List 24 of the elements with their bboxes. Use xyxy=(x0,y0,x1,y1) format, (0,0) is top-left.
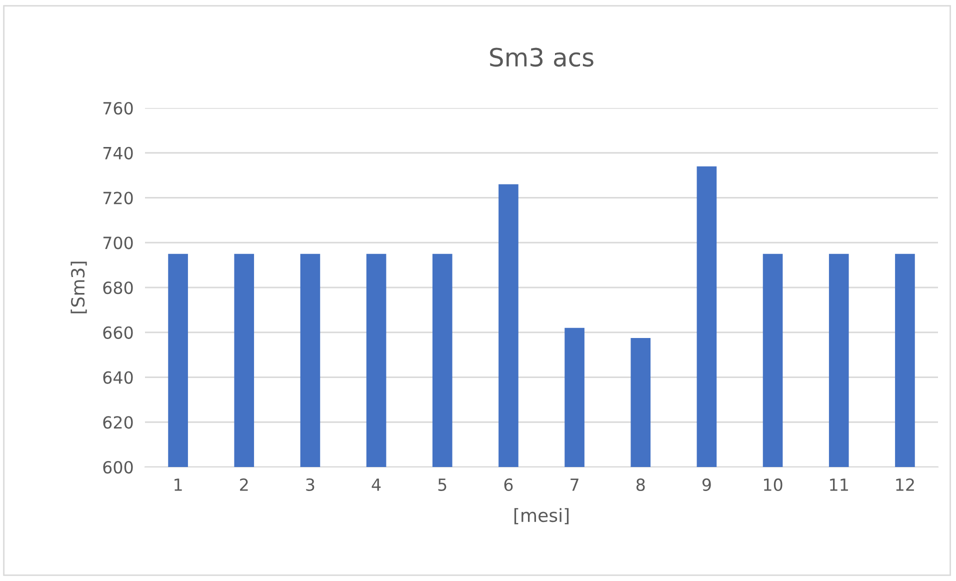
x-tick-label: 7 xyxy=(570,478,578,491)
y-axis-title: [Sm3] xyxy=(70,262,87,314)
chart-title: Sm3 acs xyxy=(490,48,594,67)
x-tick-label: 12 xyxy=(896,478,914,491)
y-tick-label: 620 xyxy=(103,416,133,429)
y-tick-label: 660 xyxy=(103,326,133,339)
x-tick-label: 8 xyxy=(636,478,645,492)
x-tick-label: 1 xyxy=(174,478,182,491)
x-tick-label: 11 xyxy=(830,478,848,491)
x-tick-label: 5 xyxy=(438,478,446,492)
x-tick-label: 3 xyxy=(306,478,314,492)
y-tick-label: 600 xyxy=(103,460,133,474)
x-tick-label: 2 xyxy=(240,478,248,491)
y-tick-label: 640 xyxy=(103,371,133,384)
x-tick-label: 10 xyxy=(764,478,782,492)
y-tick-label: 680 xyxy=(103,281,133,294)
x-tick-label: 6 xyxy=(504,478,513,492)
y-tick-label: 720 xyxy=(103,192,133,204)
y-tick-label: 740 xyxy=(103,146,133,160)
y-tick-label: 760 xyxy=(103,102,133,115)
y-tick-label: 700 xyxy=(103,236,133,250)
x-tick-label: 4 xyxy=(372,478,381,491)
x-axis-title: [mesi] xyxy=(514,508,569,524)
x-tick-label: 9 xyxy=(702,478,711,492)
